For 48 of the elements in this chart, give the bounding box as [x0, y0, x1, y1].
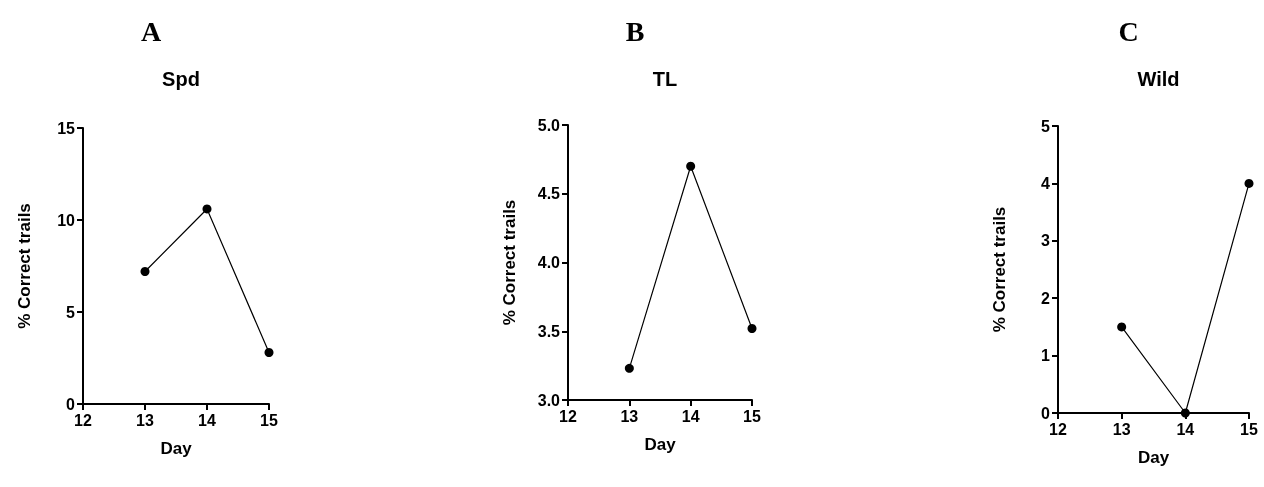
x-tick-label: 13 [620, 407, 639, 425]
y-tick-label: 5 [66, 303, 76, 321]
point [1180, 408, 1190, 418]
chart-title: Spd [162, 68, 200, 90]
y-axis-title: % Correct trails [15, 203, 34, 329]
y-tick-label: 4.5 [537, 185, 561, 203]
point [686, 161, 696, 171]
y-tick-label: 2 [1041, 289, 1051, 307]
point [264, 347, 274, 357]
x-tick-label: 14 [198, 411, 216, 429]
y-tick-label: 0 [1041, 404, 1051, 422]
y-tick-label: 5 [1041, 117, 1051, 135]
y-axis-title: % Correct trails [500, 199, 519, 326]
x-tick-label: 15 [743, 407, 761, 425]
chart-title: Wild [1137, 68, 1180, 90]
point [1117, 322, 1127, 332]
x-tick-label: 14 [1176, 420, 1195, 438]
y-tick-label: 5.0 [537, 116, 561, 134]
x-axis-title: Day [644, 435, 677, 454]
y-tick-label: 15 [57, 119, 76, 137]
y-tick-label: 3 [1041, 232, 1051, 250]
text: A [140, 15, 162, 47]
point [140, 267, 150, 277]
x-tick-label: 12 [74, 411, 92, 429]
x-axis-title: Day [1137, 448, 1170, 467]
y-tick-label: 4.0 [537, 254, 561, 271]
text: B [625, 15, 645, 47]
y-tick-label: 1 [1041, 347, 1051, 365]
x-tick-label: 15 [260, 411, 278, 429]
x-axis-title: Day [160, 439, 193, 458]
y-tick-label: 10 [57, 211, 76, 229]
chart-title: TL [652, 68, 678, 90]
x-tick-label: 13 [136, 411, 154, 429]
y-tick-label: 3.0 [537, 391, 561, 409]
x-tick-label: 12 [559, 407, 577, 425]
point [202, 204, 212, 214]
x-tick-label: 13 [1112, 420, 1131, 438]
x-tick-label: 12 [1049, 420, 1067, 438]
point [1244, 178, 1254, 188]
y-tick-label: 4 [1041, 174, 1051, 192]
x-tick-label: 15 [1240, 420, 1258, 438]
y-tick-label: 0 [66, 395, 76, 413]
text: C [1118, 15, 1139, 47]
point [624, 363, 634, 373]
y-axis-title: % Correct trails [990, 206, 1009, 333]
y-tick-label: 3.5 [537, 322, 561, 340]
x-tick-label: 14 [681, 407, 700, 425]
point [747, 324, 757, 333]
